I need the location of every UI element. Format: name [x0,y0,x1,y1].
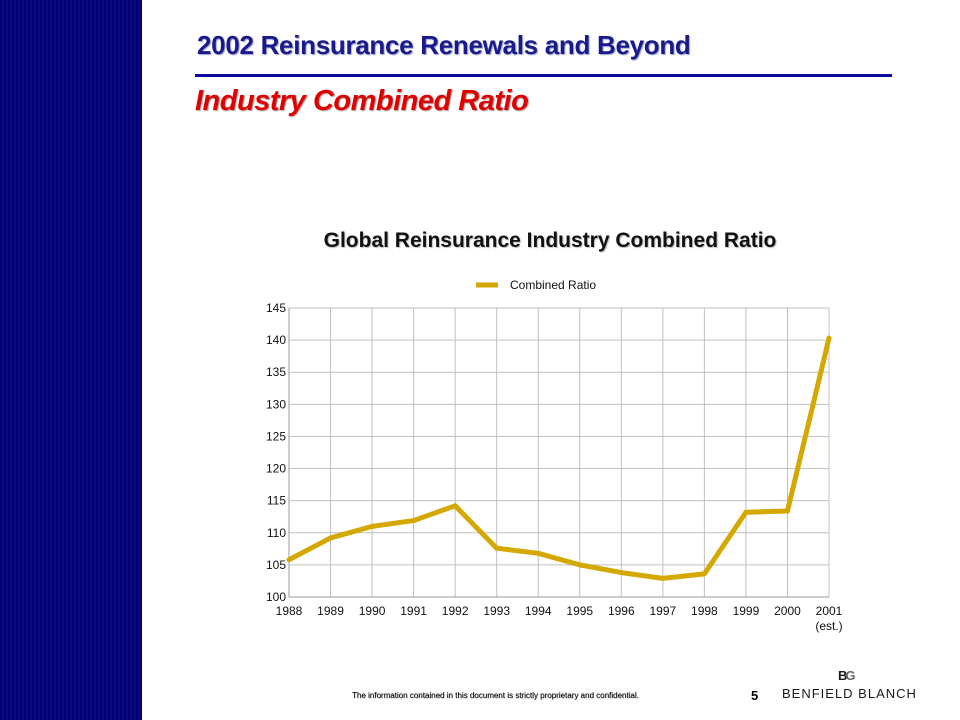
y-tick-label: 115 [267,494,286,508]
x-tick-label: 1990 [359,604,386,618]
logo-text: BENFIELD BLANCH [782,686,917,701]
y-tick-label: 125 [266,429,286,443]
x-tick-label: 1988 [276,604,303,618]
x-tick-sublabel: (est.) [815,619,842,633]
x-tick-label: 2000 [774,604,801,618]
data-point [494,545,500,551]
page-number: 5 [751,688,759,703]
data-point [411,518,417,524]
x-tick-label: 1997 [649,604,676,618]
x-tick-label: 1991 [400,604,427,618]
y-tick-label: 130 [266,397,286,411]
y-tick-label: 110 [267,526,286,540]
combined-ratio-chart: 100 105 110 115 120 125 130 135 140 145 1988 1989 19… [266,278,843,633]
slide-subtitle: Industry Combined Ratio [195,85,529,117]
y-tick-label: 105 [266,558,286,572]
data-point [701,571,707,577]
y-tick-label: 100 [266,590,286,604]
data-point [618,570,624,576]
data-point [577,562,583,568]
data-point [784,508,790,514]
sidebar-stripe [0,0,142,720]
x-tick-label: 2001 [816,604,843,618]
x-tick-label: 1989 [317,604,344,618]
series-line-combined-ratio [286,335,832,581]
y-tick-label: 140 [266,333,286,347]
data-point [328,535,334,541]
footer-confidentiality-note: The information contained in this docume… [352,691,639,700]
benfield-blanch-logo: BG BENFIELD BLANCH [782,668,916,708]
data-point [660,575,666,581]
data-point [743,509,749,515]
y-tick-label: 120 [266,462,286,476]
title-divider [195,74,892,77]
x-tick-label: 1993 [483,604,510,618]
x-tick-label: 1999 [733,604,760,618]
data-point [535,550,541,556]
slide-title: 2002 Reinsurance Renewals and Beyond [197,30,691,60]
data-point [369,523,375,529]
legend-label: Combined Ratio [510,278,596,292]
x-tick-label: 1994 [525,604,552,618]
chart-title: Global Reinsurance Industry Combined Rat… [323,229,777,252]
data-point [452,503,458,509]
x-tick-label: 1998 [691,604,718,618]
data-point [286,557,292,563]
y-tick-label: 135 [266,365,286,379]
x-tick-label: 1995 [566,604,593,618]
x-tick-label: 1996 [608,604,635,618]
x-tick-label: 1992 [442,604,469,618]
y-tick-label: 145 [266,301,286,315]
logo-mark: BG [838,668,856,683]
data-point [826,335,832,341]
